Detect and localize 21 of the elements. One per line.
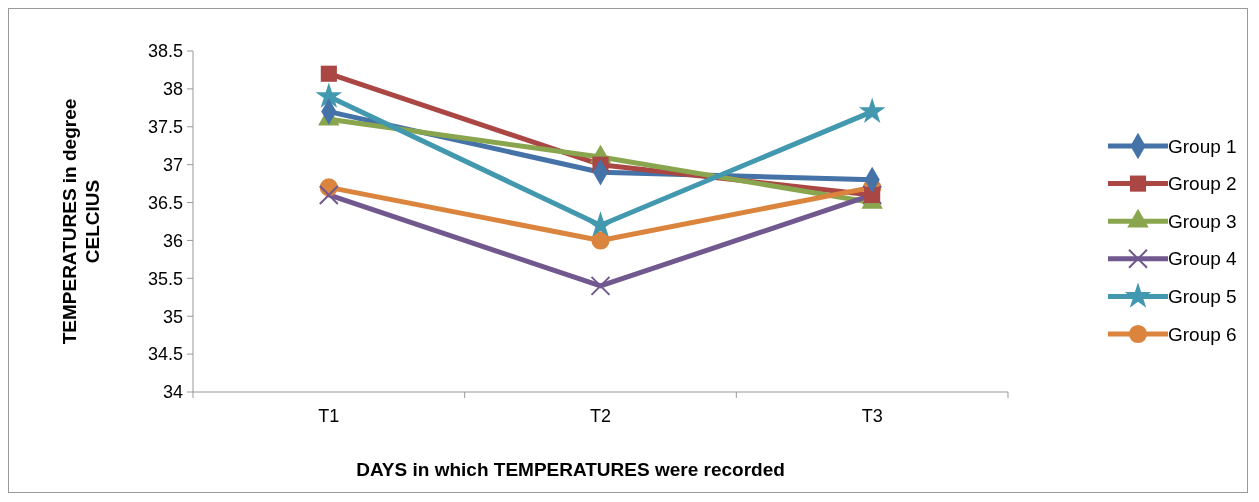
x-axis-title: DAYS in which TEMPERATURES were recorded — [356, 459, 785, 480]
y-tick-label: 36 — [162, 230, 183, 251]
legend-label: Group 6 — [1168, 323, 1237, 345]
legend-label: Group 1 — [1168, 135, 1237, 157]
y-tick-label: 35 — [162, 306, 183, 327]
legend-label: Group 2 — [1168, 173, 1237, 195]
y-tick-label: 34.5 — [147, 344, 183, 365]
y-tick-label: 37 — [162, 154, 183, 175]
x-tick-label: T1 — [318, 406, 340, 426]
x-tick-label: T3 — [861, 406, 883, 426]
x-tick-label: T2 — [589, 406, 612, 426]
y-tick-label: 38.5 — [147, 41, 183, 62]
legend-label: Group 4 — [1168, 248, 1238, 270]
y-tick-label: 35.5 — [147, 268, 183, 289]
y-tick-label: 36.5 — [147, 192, 183, 213]
y-axis-title: TEMPERATURES in degree CELCIUS — [59, 98, 103, 345]
y-tick-label: 34 — [162, 382, 183, 403]
y-tick-label: 37.5 — [147, 117, 183, 138]
legend-label: Group 5 — [1168, 286, 1237, 308]
y-tick-label: 38 — [162, 79, 183, 100]
legend-label: Group 3 — [1168, 210, 1237, 232]
